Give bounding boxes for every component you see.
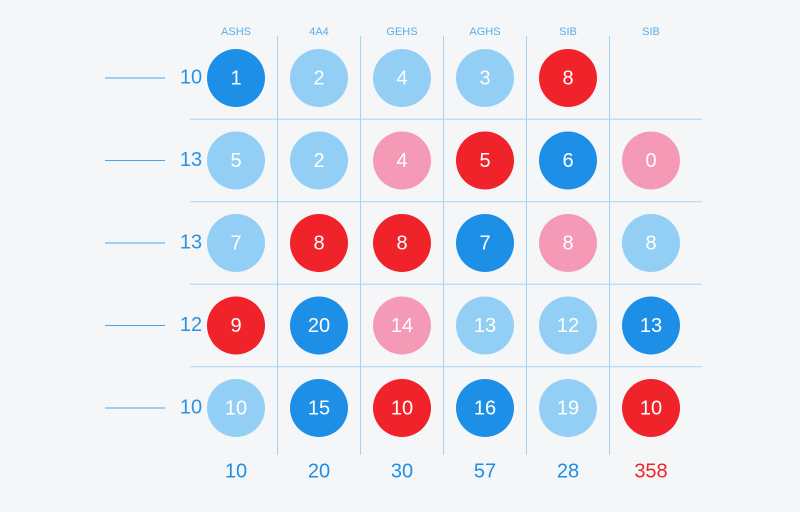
footer-number: 358 bbox=[634, 460, 667, 482]
cell-number: 7 bbox=[479, 232, 490, 254]
footer-number: 57 bbox=[474, 460, 496, 482]
column-header: SIB bbox=[642, 26, 660, 38]
cell-circle bbox=[290, 49, 348, 107]
cell-circle bbox=[622, 131, 680, 190]
cell-number: 9 bbox=[230, 315, 241, 337]
cell-number: 10 bbox=[640, 397, 662, 419]
cell-circle bbox=[207, 49, 265, 107]
cell-number: 14 bbox=[391, 315, 413, 337]
cell-number: 5 bbox=[230, 150, 241, 172]
cell-circle bbox=[539, 214, 597, 272]
cell-number: 8 bbox=[562, 67, 573, 89]
cell-circle bbox=[290, 379, 348, 437]
cell-number: 0 bbox=[645, 150, 656, 172]
cell-number: 3 bbox=[479, 67, 490, 89]
cell-number: 8 bbox=[562, 232, 573, 254]
cell-circle bbox=[456, 214, 514, 272]
cell-number: 12 bbox=[557, 315, 579, 337]
cell-number: 10 bbox=[225, 397, 247, 419]
cell-circle bbox=[539, 131, 597, 190]
cell-number: 2 bbox=[313, 150, 324, 172]
cell-circle bbox=[373, 49, 431, 107]
cell-circle bbox=[622, 214, 680, 272]
cell-circle bbox=[456, 379, 514, 437]
cell-number: 6 bbox=[562, 150, 573, 172]
cell-circle bbox=[622, 379, 680, 437]
cell-circle bbox=[456, 296, 514, 355]
column-header: 4A4 bbox=[309, 26, 329, 38]
cell-circle bbox=[539, 49, 597, 107]
footer-number: 10 bbox=[225, 460, 247, 482]
cell-circle bbox=[539, 379, 597, 437]
cell-number: 13 bbox=[640, 315, 662, 337]
cell-number: 4 bbox=[396, 150, 407, 172]
cell-circle bbox=[456, 49, 514, 107]
cell-circle bbox=[539, 296, 597, 355]
cell-number: 15 bbox=[308, 397, 330, 419]
cell-number: 16 bbox=[474, 397, 496, 419]
cell-number: 7 bbox=[230, 232, 241, 254]
column-header: AGHS bbox=[469, 26, 500, 38]
column-header: SIB bbox=[559, 26, 577, 38]
cell-circle bbox=[290, 131, 348, 190]
row-label: 10 bbox=[180, 396, 202, 418]
row-label: 13 bbox=[180, 231, 202, 253]
cell-number: 20 bbox=[308, 315, 330, 337]
cell-circle bbox=[290, 214, 348, 272]
footer-number: 20 bbox=[308, 460, 330, 482]
cell-circle bbox=[290, 296, 348, 355]
cell-number: 13 bbox=[474, 315, 496, 337]
cell-circle bbox=[207, 296, 265, 355]
cell-circle bbox=[207, 214, 265, 272]
cell-number: 4 bbox=[396, 67, 407, 89]
cell-circle bbox=[373, 131, 431, 190]
cell-circle bbox=[207, 379, 265, 437]
cell-circle bbox=[456, 131, 514, 190]
footer-number: 28 bbox=[557, 460, 579, 482]
cell-circle bbox=[373, 379, 431, 437]
cell-number: 19 bbox=[557, 397, 579, 419]
cell-circle bbox=[373, 214, 431, 272]
cell-number: 2 bbox=[313, 67, 324, 89]
column-header: GEHS bbox=[386, 26, 417, 38]
row-label: 12 bbox=[180, 314, 202, 336]
row-label: 13 bbox=[180, 149, 202, 171]
cell-number: 8 bbox=[645, 232, 656, 254]
cell-circle bbox=[373, 296, 431, 355]
column-header: ASHS bbox=[221, 26, 251, 38]
cell-number: 5 bbox=[479, 150, 490, 172]
row-label: 10 bbox=[180, 66, 202, 88]
cell-number: 8 bbox=[313, 232, 324, 254]
cell-number: 10 bbox=[391, 397, 413, 419]
cell-number: 8 bbox=[396, 232, 407, 254]
cell-number: 1 bbox=[230, 67, 241, 89]
cell-circle bbox=[622, 296, 680, 355]
footer-number: 30 bbox=[391, 460, 413, 482]
cell-circle bbox=[207, 131, 265, 190]
